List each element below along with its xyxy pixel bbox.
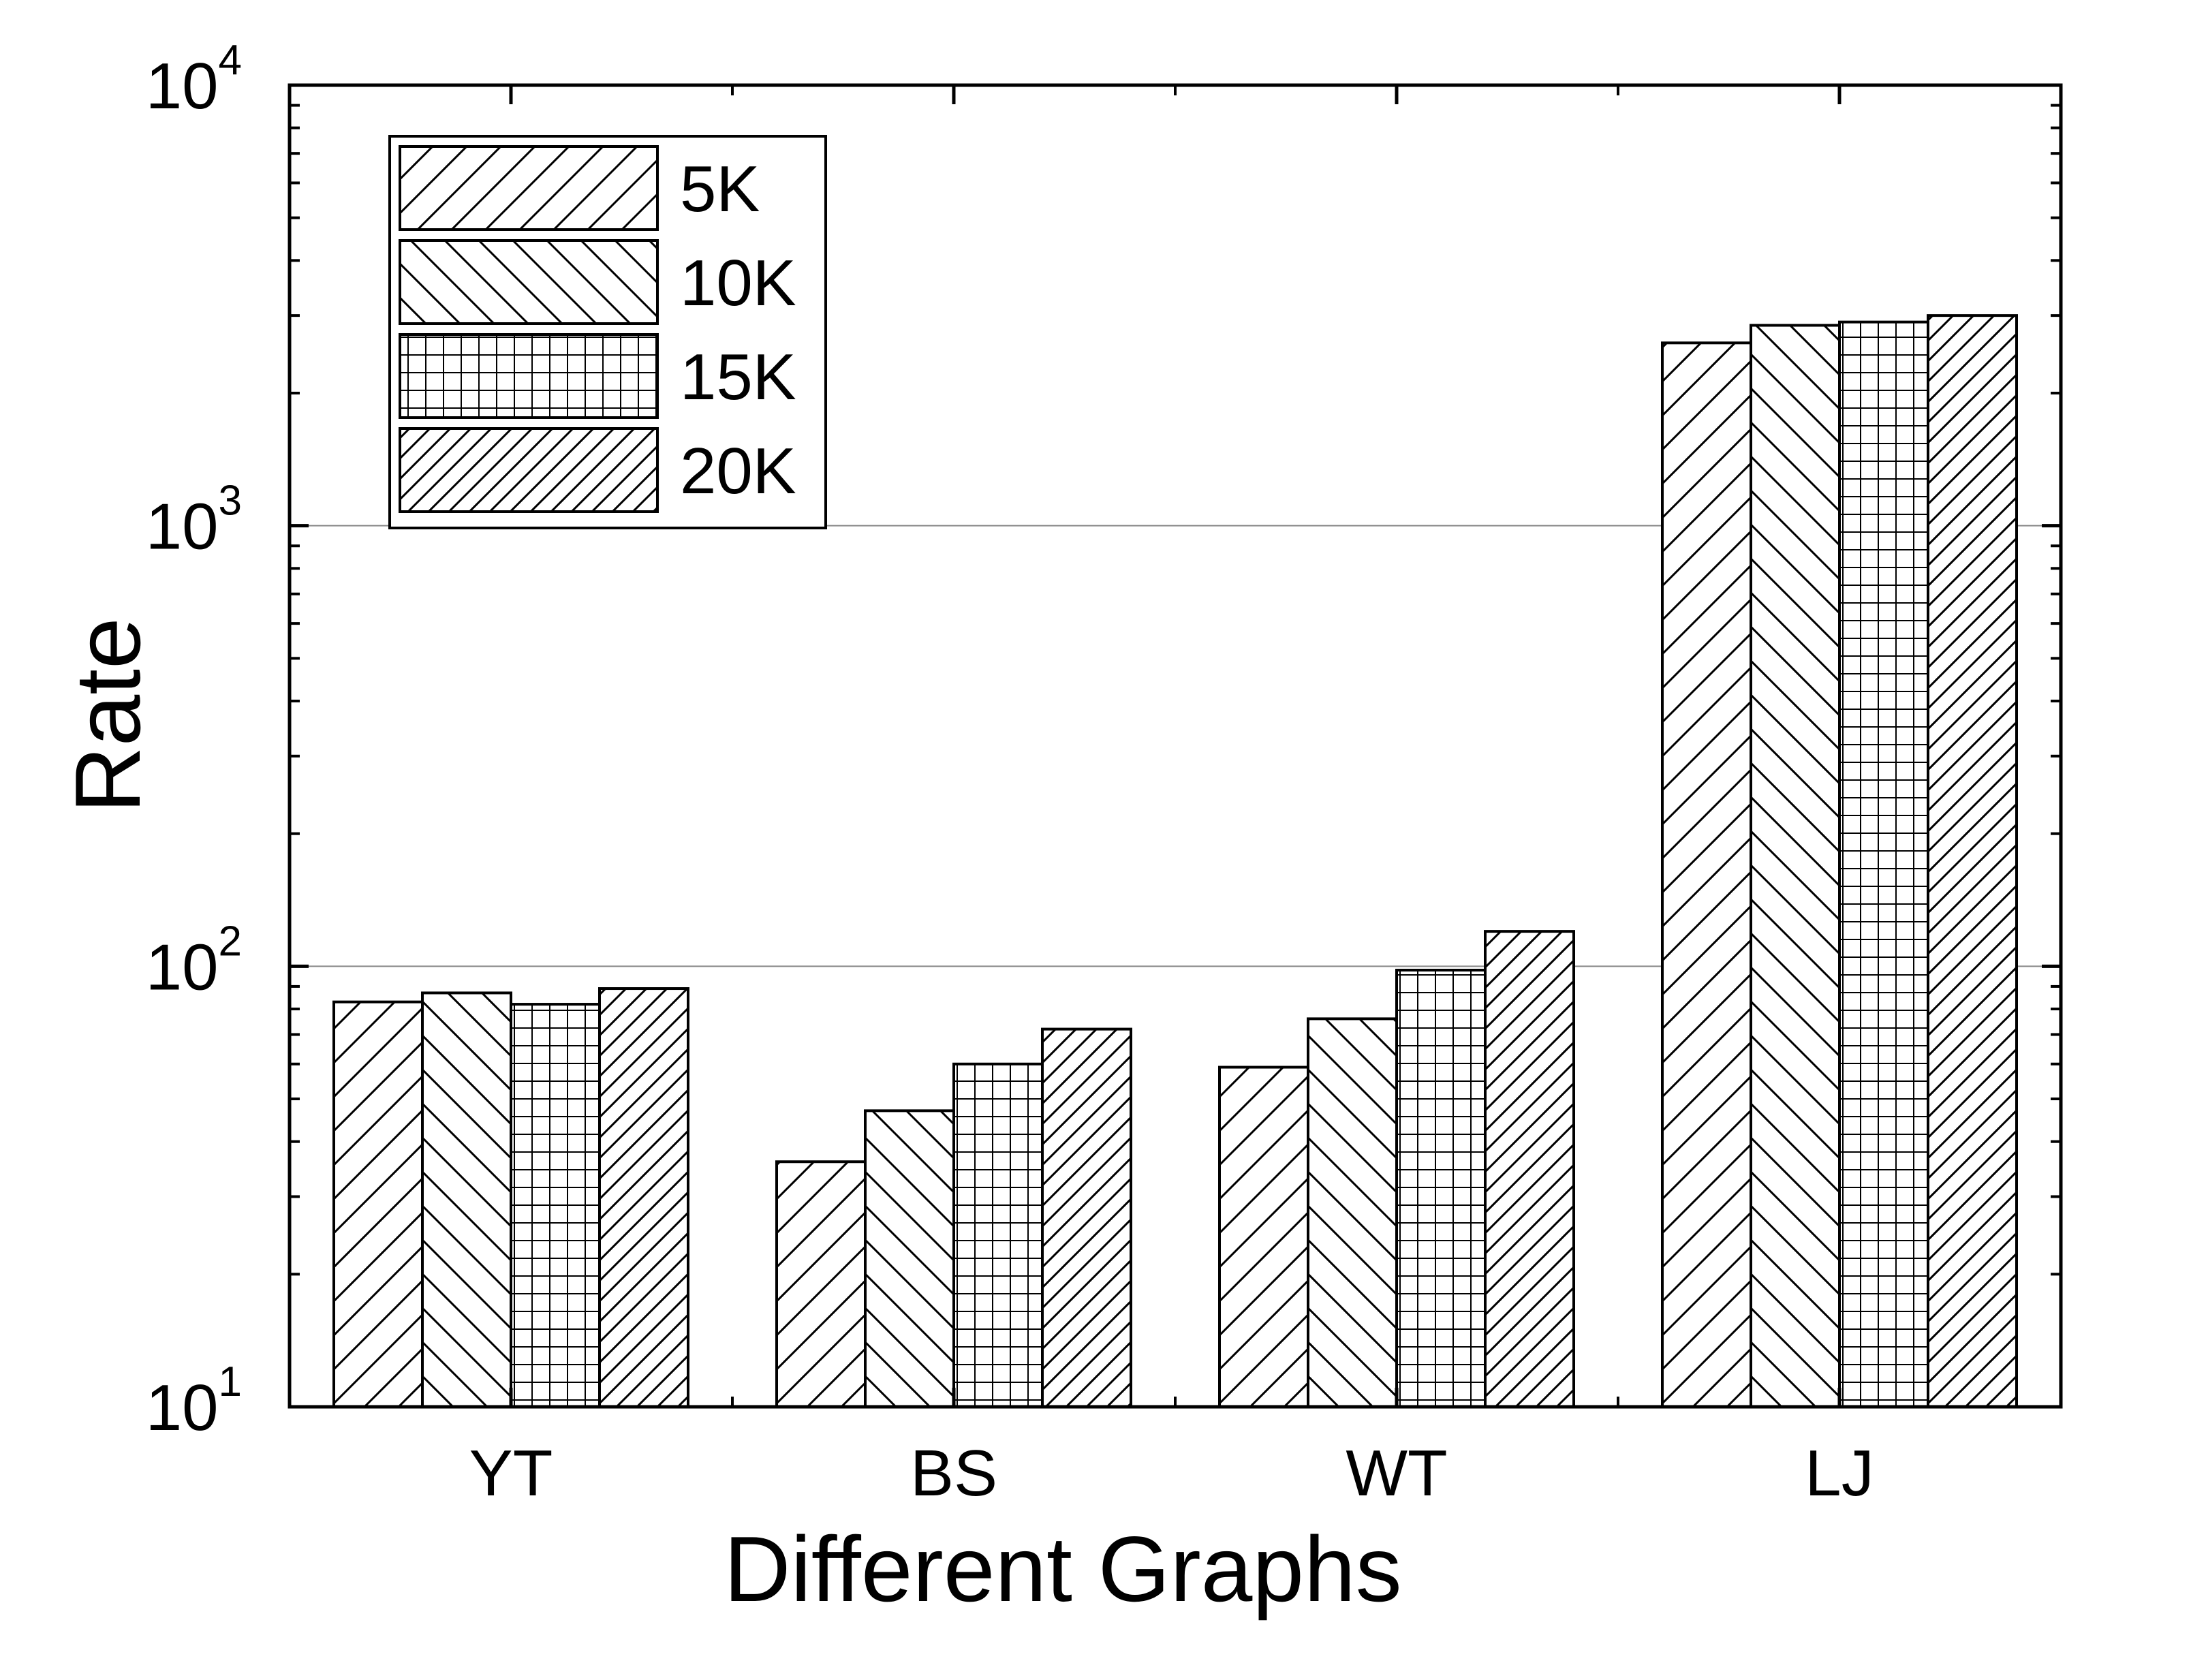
y-tick-label: 102 [146, 918, 242, 1004]
bar-20K-BS [1041, 1027, 1132, 1408]
y-axis-tick-labels: 101 102 103 104 [146, 37, 242, 1444]
legend-label: 10K [680, 247, 796, 320]
y-tick-label: 103 [146, 478, 242, 563]
bar-15K-LJ [1838, 320, 1929, 1408]
legend-swatch [399, 427, 659, 513]
bar [1218, 1065, 1309, 1409]
bar [775, 1160, 867, 1408]
bar-15K-WT [1395, 969, 1487, 1408]
bar [1927, 314, 2018, 1408]
y-axis-label: Rate [56, 617, 159, 813]
bar-20K-YT [598, 987, 689, 1408]
x-axis-label: Different Graphs [724, 1517, 1401, 1621]
bar [332, 1000, 424, 1408]
y-tick-label: 104 [146, 37, 242, 123]
bar-5K-LJ [1661, 341, 1752, 1408]
bar [1661, 341, 1752, 1408]
bar-10K-LJ [1750, 324, 1841, 1408]
x-axis-tick-labels: YT BS WT LJ [469, 1437, 1874, 1510]
legend: 5K 10K 15K 20K [388, 135, 827, 529]
bar-15K-BS [952, 1062, 1044, 1408]
legend-swatch [399, 239, 659, 325]
axis-ticks [290, 83, 2061, 1409]
bar-5K-BS [775, 1160, 867, 1408]
x-tick-label: BS [910, 1437, 997, 1510]
bar [1395, 969, 1487, 1408]
bar-10K-BS [864, 1109, 955, 1408]
bar [1041, 1027, 1132, 1408]
bar [1750, 324, 1841, 1408]
bar [864, 1109, 955, 1408]
bar [510, 1003, 601, 1408]
bar-20K-LJ [1927, 314, 2018, 1408]
bar-5K-YT [332, 1000, 424, 1408]
bar-10K-YT [421, 991, 512, 1408]
bar-15K-YT [510, 1003, 601, 1408]
bar [1484, 930, 1575, 1409]
x-tick-label: LJ [1805, 1437, 1874, 1510]
x-tick-label: YT [469, 1437, 553, 1510]
x-tick-label: WT [1346, 1437, 1447, 1510]
bar-20K-WT [1484, 930, 1575, 1409]
legend-entry: 10K [399, 239, 796, 325]
legend-entry: 15K [399, 333, 796, 419]
legend-label: 5K [680, 153, 760, 225]
y-tick-label: 101 [146, 1358, 242, 1444]
bar [1838, 320, 1929, 1408]
bar-10K-WT [1307, 1017, 1398, 1408]
legend-swatch [399, 333, 659, 419]
bar-5K-WT [1218, 1065, 1309, 1409]
bar [421, 991, 512, 1408]
bar [952, 1062, 1044, 1408]
legend-entry: 5K [399, 145, 760, 231]
legend-entry: 20K [399, 427, 796, 513]
legend-label: 20K [680, 435, 796, 508]
bar [1307, 1017, 1398, 1408]
legend-label: 15K [680, 341, 796, 414]
bar [598, 987, 689, 1408]
legend-swatch [399, 145, 659, 231]
